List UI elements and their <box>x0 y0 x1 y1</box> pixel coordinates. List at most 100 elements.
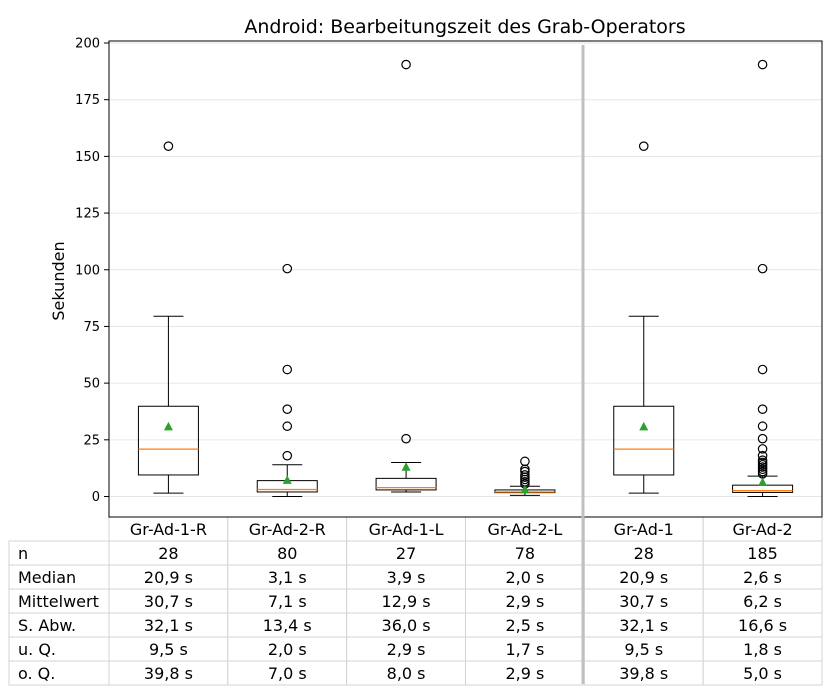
table-cell-value: 2,9 s <box>505 664 544 683</box>
table-cell <box>583 564 704 590</box>
table-cell-value: 39,8 s <box>144 664 193 683</box>
table-row-label: u. Q. <box>18 640 56 659</box>
table-cell-value: 185 <box>747 544 778 563</box>
table-cell-value: 6,2 s <box>743 592 782 611</box>
table-cell <box>227 636 348 662</box>
table-cell <box>465 564 585 590</box>
table-cell-value: 3,1 s <box>268 568 307 587</box>
table-row-label: Mittelwert <box>18 592 99 611</box>
table-cell-value: 7,0 s <box>268 664 307 683</box>
table-cell-value: 5,0 s <box>743 664 782 683</box>
outlier-point <box>757 404 768 415</box>
y-tick-label: 0 <box>92 490 100 505</box>
y-tick-label: 175 <box>75 93 100 108</box>
outlier-point <box>757 263 768 274</box>
table-cell-value: 2,0 s <box>268 640 307 659</box>
box <box>137 405 199 476</box>
mean-marker <box>758 477 768 486</box>
box-group <box>613 141 675 494</box>
table-cell-value: 30,7 s <box>619 592 668 611</box>
table-cell-value: 36,0 s <box>382 616 431 635</box>
table-header-cell <box>465 516 585 542</box>
outlier-point <box>757 421 768 432</box>
outlier-point <box>282 404 293 415</box>
y-tick-label: 150 <box>75 150 100 165</box>
outlier-point <box>757 455 768 466</box>
outlier-point <box>757 433 768 444</box>
table-cell-value: 1,7 s <box>505 640 544 659</box>
table-cell-value: 32,1 s <box>619 616 668 635</box>
table-cell-value: 20,9 s <box>619 568 668 587</box>
box-plots <box>137 59 794 497</box>
outlier-point <box>757 364 768 375</box>
x-tick-label: Gr-Ad-1 <box>614 520 674 539</box>
x-tick-label: Gr-Ad-1-L <box>369 520 444 539</box>
stats-table: Gr-Ad-1-R Gr-Ad-2-R Gr-Ad-1-L Gr-Ad-2-L Gr-A… <box>8 516 823 686</box>
table-cell-value: 2,0 s <box>505 568 544 587</box>
outlier-point <box>163 141 174 151</box>
box <box>732 484 794 493</box>
mean-marker <box>401 462 411 471</box>
table-cell <box>108 636 229 662</box>
box <box>613 405 675 476</box>
y-tick-label: 25 <box>83 433 100 448</box>
outlier-point <box>401 59 411 70</box>
table-row-label-cell <box>8 660 110 686</box>
table-cell <box>227 588 348 614</box>
table-cell-value: 2,6 s <box>743 568 782 587</box>
mean-marker <box>282 475 292 484</box>
table-cell <box>465 588 585 614</box>
y-tick-label: 125 <box>75 207 100 222</box>
table-cell-value: 80 <box>277 544 297 563</box>
table-cell-value: 3,9 s <box>387 568 426 587</box>
table-cell-value: 2,5 s <box>505 616 544 635</box>
table-header-cell <box>702 516 823 542</box>
grid-lines <box>109 42 822 497</box>
table-cell-value: 28 <box>634 544 654 563</box>
table-cell-value: 32,1 s <box>144 616 193 635</box>
x-tick-label: Gr-Ad-2-R <box>249 520 326 539</box>
outlier-point <box>757 444 768 454</box>
y-axis-label: Sekunden <box>49 241 68 320</box>
outlier-point <box>757 59 768 70</box>
box-group <box>375 59 437 493</box>
table-cell-value: 16,6 s <box>738 616 787 635</box>
plot-frame <box>108 40 823 518</box>
table-row-label: o. Q. <box>18 664 55 683</box>
x-tick-label: Gr-Ad-2-L <box>487 520 562 539</box>
outlier-point <box>520 470 530 480</box>
table-cell-value: 30,7 s <box>144 592 193 611</box>
table-row-label-cell <box>8 564 110 590</box>
table-row-label: n <box>18 544 28 563</box>
table-cell <box>227 660 348 686</box>
y-axis: 0 25 50 75 100 125 150 175 200 <box>75 37 109 505</box>
x-tick-label: Gr-Ad-2 <box>733 520 793 539</box>
table-cell <box>465 540 585 566</box>
box-group <box>256 263 318 497</box>
y-tick-label: 100 <box>75 263 100 278</box>
outlier-point <box>282 421 293 432</box>
table-header-cell <box>346 516 466 542</box>
table-cell-value: 2,9 s <box>505 592 544 611</box>
table-cell-value: 9,5 s <box>149 640 188 659</box>
box <box>375 477 437 491</box>
table-cell-value: 2,9 s <box>387 640 426 659</box>
outlier-point <box>282 364 293 375</box>
table-cell <box>346 612 466 638</box>
table-cell-value: 9,5 s <box>624 640 663 659</box>
box-group <box>732 59 794 497</box>
table-cell-value: 20,9 s <box>144 568 193 587</box>
box-group <box>137 141 199 494</box>
table-cell-value: 78 <box>515 544 535 563</box>
table-cell <box>583 612 704 638</box>
mean-marker <box>163 421 173 431</box>
table-cell <box>227 540 348 566</box>
table-header-cell <box>108 516 229 542</box>
table-cell <box>702 612 823 638</box>
table-cell <box>583 540 704 566</box>
y-tick-label: 50 <box>83 377 100 392</box>
outlier-point <box>401 433 411 444</box>
table-cell <box>465 636 585 662</box>
table-cell-value: 12,9 s <box>382 592 431 611</box>
